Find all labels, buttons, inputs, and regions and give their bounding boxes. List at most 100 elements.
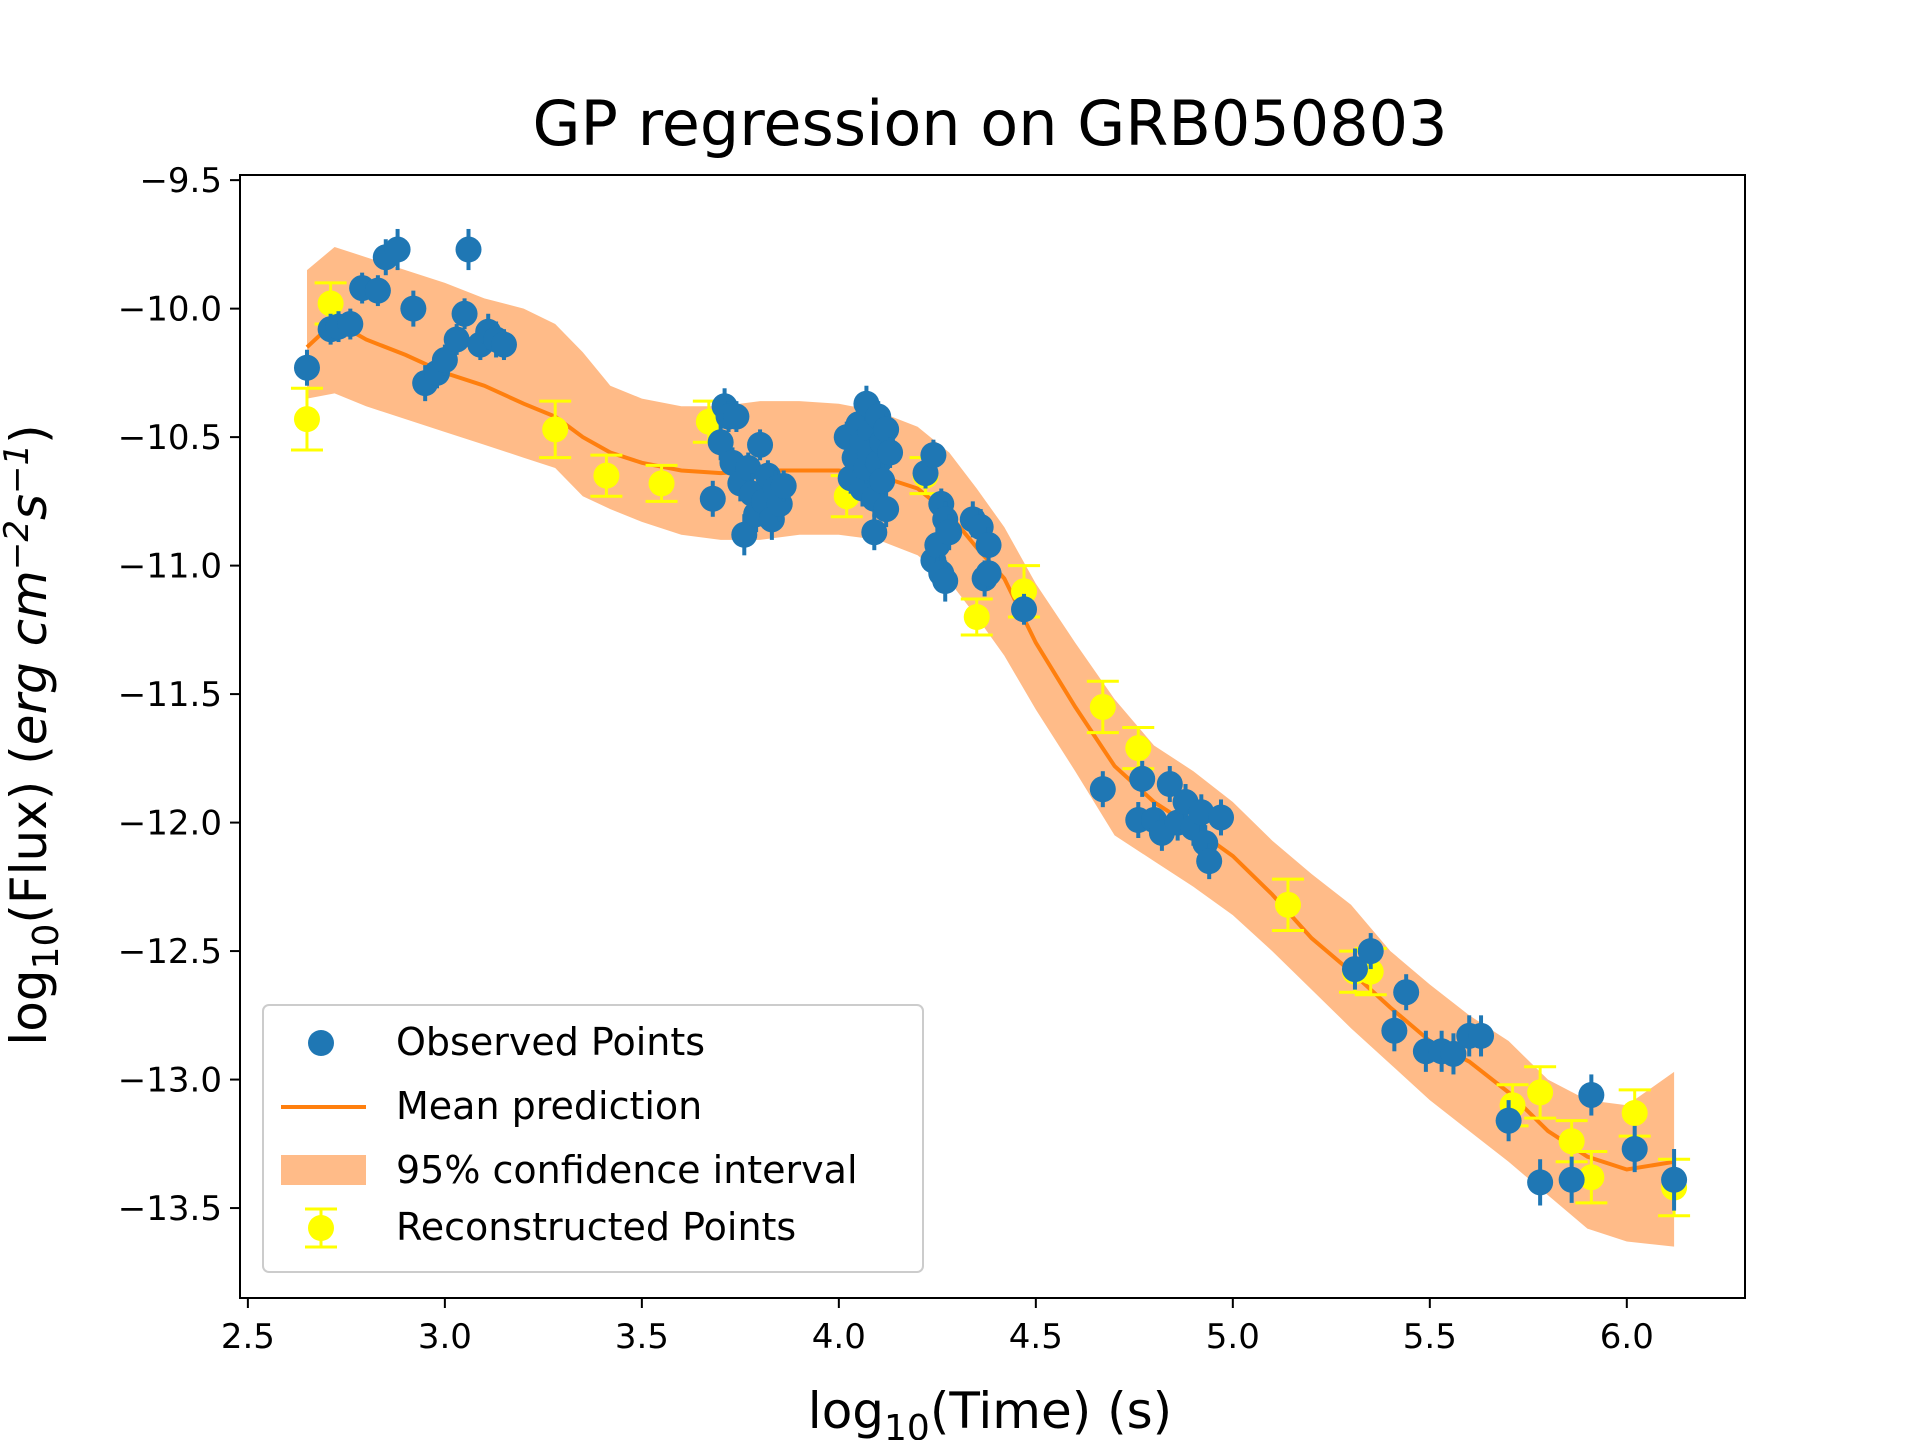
legend-observed-label: Observed Points: [396, 1020, 705, 1064]
reconstructed-point: [1122, 726, 1155, 771]
observed-point: [451, 298, 478, 330]
x-tick-label: 5.0: [1206, 1317, 1260, 1357]
observed-point: [747, 429, 774, 461]
reconstructed-point: [590, 453, 623, 498]
reconstructed-marker: [1621, 1099, 1648, 1126]
y-axis-label-exponent-1: −2: [0, 520, 37, 570]
y-axis-label-units: erg cm: [0, 570, 58, 745]
legend-ci-swatch: [281, 1155, 366, 1185]
observed-marker: [1196, 848, 1223, 875]
observed-marker: [861, 519, 888, 546]
observed-point: [1089, 771, 1116, 808]
reconstructed-point: [290, 386, 323, 452]
observed-point: [920, 439, 947, 471]
observed-points-layer: [293, 228, 1688, 1211]
observed-point: [293, 349, 320, 386]
reconstructed-marker: [1578, 1164, 1605, 1191]
reconstructed-points-layer: [290, 281, 1691, 1218]
legend-mean-label: Mean prediction: [396, 1084, 702, 1128]
observed-marker: [869, 467, 896, 494]
legend: Observed Points Mean prediction 95% conf…: [262, 1004, 924, 1273]
observed-point: [975, 527, 1002, 564]
observed-point: [735, 452, 762, 484]
observed-point: [1011, 593, 1038, 625]
y-tick-label: −9.5: [139, 161, 222, 201]
y-tick-label: −11.0: [118, 547, 222, 587]
observed-marker: [975, 560, 1002, 587]
x-axis-label-prefix: log: [808, 1382, 884, 1440]
observed-point: [861, 514, 888, 551]
observed-point: [1208, 799, 1235, 836]
reconstructed-marker: [1011, 578, 1038, 605]
observed-marker: [1357, 938, 1384, 965]
y-axis-label-close: ): [0, 424, 58, 444]
observed-marker: [1621, 1135, 1648, 1162]
observed-point: [873, 491, 900, 528]
reconstructed-marker: [963, 604, 990, 631]
observed-marker: [1188, 799, 1215, 826]
observed-point: [707, 424, 734, 461]
observed-marker: [1468, 1022, 1495, 1049]
observed-marker: [707, 429, 734, 456]
y-axis-label-subscript: 10: [26, 924, 67, 970]
y-axis-label: log10(Flux) (erg cm−2s−1): [0, 424, 67, 1045]
observed-marker: [1393, 979, 1420, 1006]
observed-marker: [699, 485, 726, 512]
x-axis-label-subscript: 10: [884, 1408, 930, 1440]
observed-point: [1188, 794, 1215, 831]
observed-marker: [747, 431, 774, 458]
y-tick-label: −13.0: [118, 1061, 222, 1101]
observed-marker: [1440, 1040, 1467, 1067]
x-tick-label: 4.5: [1009, 1317, 1063, 1357]
observed-marker: [735, 454, 762, 481]
reconstructed-marker: [1125, 735, 1152, 762]
observed-marker: [1381, 1017, 1408, 1044]
reconstructed-point: [1524, 1065, 1557, 1120]
observed-point: [1621, 1125, 1648, 1173]
observed-point: [1381, 1010, 1408, 1052]
observed-point: [770, 470, 797, 502]
observed-marker: [1527, 1169, 1554, 1196]
observed-marker: [1578, 1081, 1605, 1108]
observed-point: [877, 437, 904, 468]
reconstructed-point: [1271, 877, 1304, 933]
observed-marker: [384, 236, 411, 263]
observed-point: [975, 557, 1002, 589]
observed-marker: [873, 416, 900, 443]
observed-point: [1661, 1148, 1688, 1211]
y-axis-label-s: s: [0, 494, 58, 520]
observed-marker: [443, 326, 470, 353]
confidence-band: [307, 247, 1675, 1247]
observed-marker: [877, 439, 904, 466]
observed-marker: [1011, 596, 1038, 623]
x-tick-label: 3.5: [615, 1317, 669, 1357]
observed-marker: [1341, 956, 1368, 983]
observed-point: [1578, 1074, 1605, 1116]
reconstructed-point: [1618, 1088, 1651, 1138]
legend-observed-marker: [308, 1030, 334, 1056]
observed-marker: [1156, 771, 1183, 798]
observed-point: [932, 560, 959, 602]
observed-marker: [1089, 776, 1116, 803]
observed-point: [1468, 1015, 1495, 1057]
observed-point: [1495, 1100, 1522, 1142]
reconstructed-marker: [542, 416, 569, 443]
observed-point: [869, 462, 896, 499]
chart-title: GP regression on GRB050803: [532, 87, 1447, 160]
observed-marker: [975, 532, 1002, 559]
legend-box: [262, 1004, 924, 1273]
observed-point: [1440, 1033, 1467, 1075]
reconstructed-point: [1575, 1150, 1608, 1205]
observed-point: [1558, 1156, 1585, 1203]
y-axis-label-prefix: log: [0, 969, 58, 1045]
reconstructed-point: [960, 597, 993, 637]
mean-prediction-line: [305, 319, 1675, 1172]
reconstructed-marker: [1527, 1079, 1554, 1106]
observed-marker: [731, 521, 758, 548]
confidence-band-layer: [307, 247, 1675, 1247]
reconstructed-marker: [1558, 1128, 1585, 1155]
reconstructed-marker: [593, 462, 620, 489]
observed-point: [1393, 974, 1420, 1011]
observed-marker: [936, 519, 963, 546]
